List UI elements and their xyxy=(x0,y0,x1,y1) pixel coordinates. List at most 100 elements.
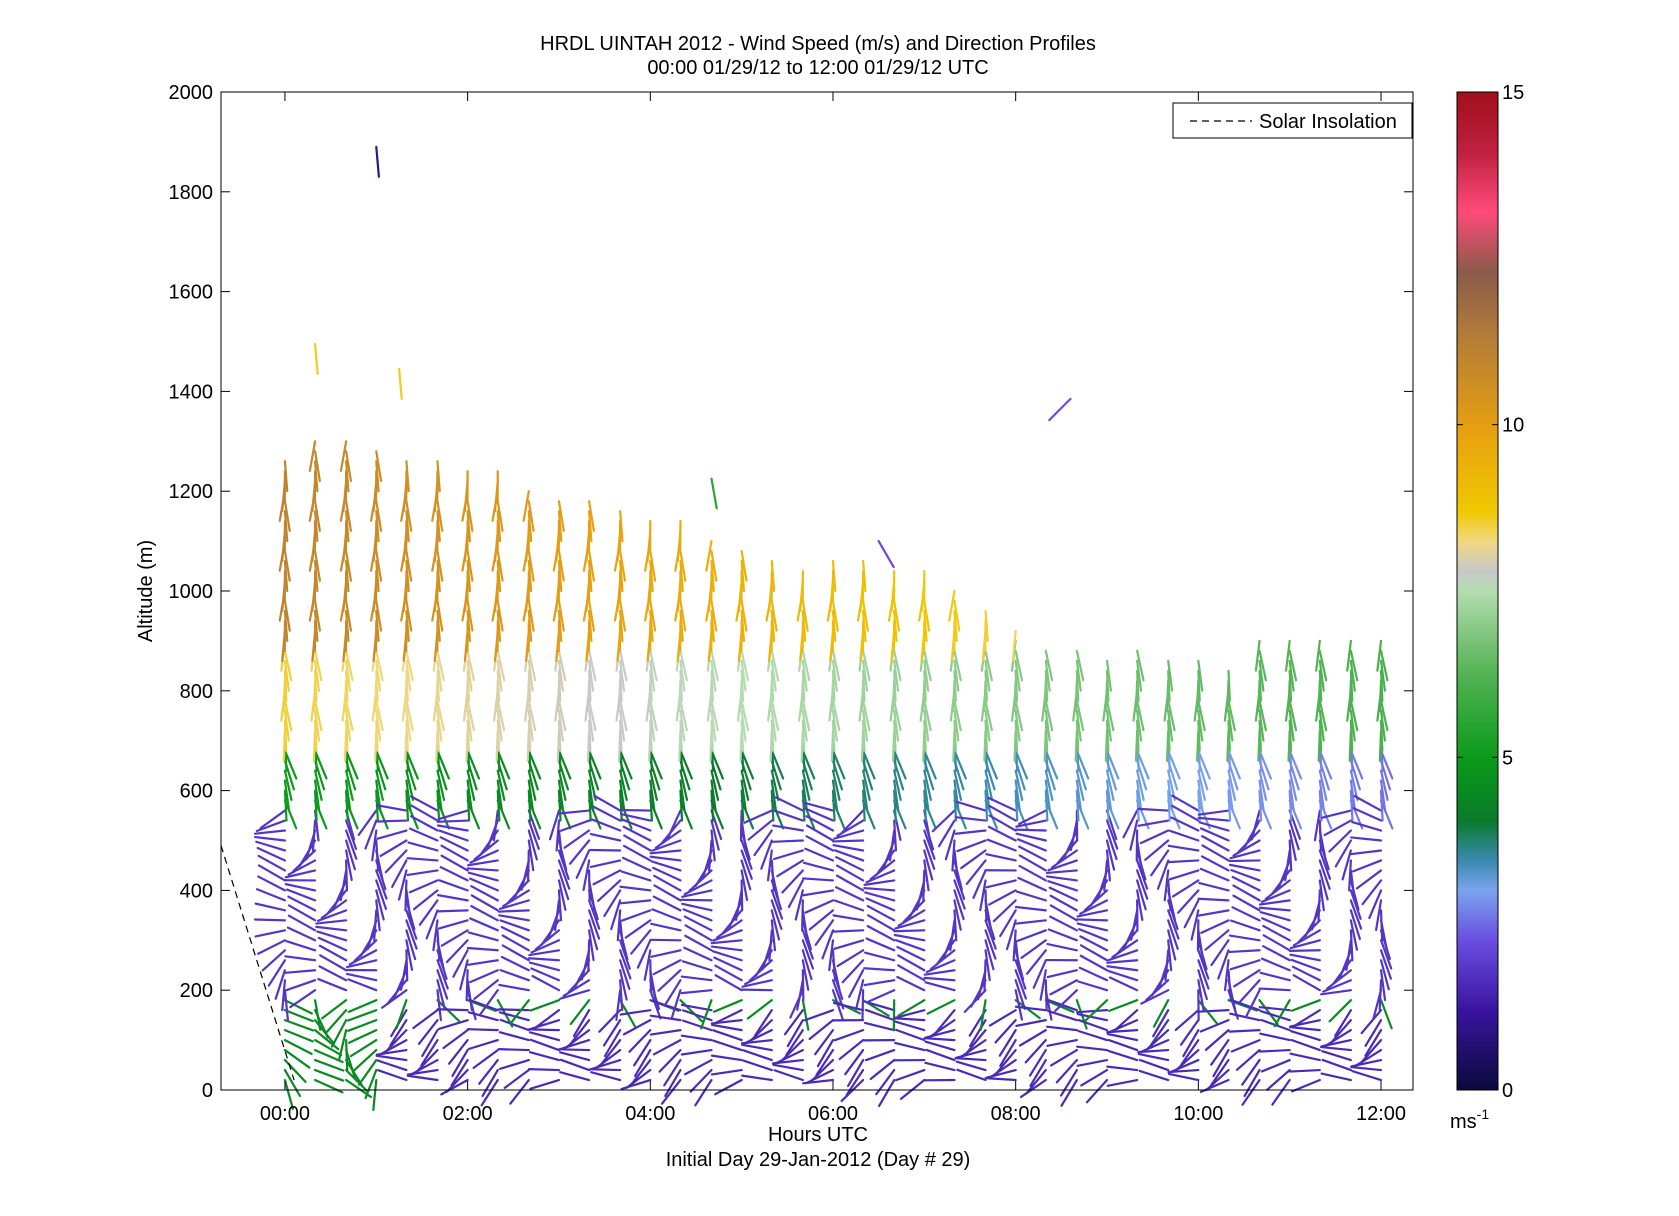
wind-vector xyxy=(527,699,537,732)
wind-vector xyxy=(679,659,686,692)
wind-vector xyxy=(1014,659,1021,692)
wind-vector xyxy=(1379,959,1390,991)
wind-vector xyxy=(1139,829,1170,845)
wind-vector xyxy=(1079,944,1109,962)
wind-vector xyxy=(1349,669,1354,702)
wind-vector xyxy=(1105,819,1119,850)
wind-vector xyxy=(985,879,1017,889)
wind-vector xyxy=(649,989,662,1020)
wind-vector xyxy=(1044,979,1048,1012)
wind-vector xyxy=(345,450,353,482)
wind-vector xyxy=(1014,769,1024,802)
wind-vector xyxy=(1044,659,1051,692)
wind-vector xyxy=(1197,959,1210,990)
wind-vector xyxy=(1375,899,1383,932)
wind-vector xyxy=(438,829,469,842)
wind-vector xyxy=(469,877,499,892)
wind-vector xyxy=(410,1058,439,1076)
wind-vector xyxy=(405,709,412,742)
wind-vector xyxy=(283,1019,315,1032)
wind-vector xyxy=(600,1038,622,1065)
wind-vector xyxy=(1328,999,1352,1023)
wind-vector xyxy=(743,809,773,824)
wind-vector xyxy=(652,895,682,912)
wind-vector xyxy=(439,836,469,852)
wind-vector xyxy=(740,789,745,822)
wind-vector xyxy=(1368,889,1383,920)
wind-vector xyxy=(953,749,967,780)
x-axis-sublabel: Initial Day 29-Jan-2012 (Day # 29) xyxy=(666,1149,971,1171)
wind-vector xyxy=(831,669,836,702)
wind-vector xyxy=(347,999,378,1013)
wind-vector xyxy=(255,840,287,852)
wind-vector xyxy=(1378,979,1383,1012)
wind-vector xyxy=(953,699,962,732)
wind-vector xyxy=(1351,1070,1383,1082)
x-tick-label: 10:00 xyxy=(1173,1103,1223,1125)
x-tick-label: 12:00 xyxy=(1356,1103,1406,1125)
wind-vector xyxy=(379,839,408,857)
wind-vector xyxy=(831,659,838,692)
wind-vector xyxy=(1324,1029,1352,1048)
wind-vector xyxy=(953,719,957,752)
wind-vector xyxy=(1075,649,1085,682)
wind-vector xyxy=(924,1040,956,1052)
wind-vector xyxy=(592,805,622,822)
wind-vector xyxy=(257,875,287,892)
wind-vector xyxy=(953,779,960,812)
wind-vector xyxy=(588,599,596,632)
colorbar-unit-base: ms xyxy=(1450,1111,1477,1133)
wind-vector xyxy=(1379,699,1389,732)
wind-vector xyxy=(466,699,476,732)
wind-vector xyxy=(1075,918,1109,922)
wind-vector xyxy=(436,819,469,823)
wind-vector xyxy=(1258,1048,1291,1053)
wind-vector xyxy=(923,659,930,692)
wind-vector xyxy=(256,846,287,862)
wind-vector xyxy=(283,500,291,532)
wind-vector xyxy=(1106,1078,1139,1087)
wind-vector xyxy=(530,939,561,954)
wind-vector xyxy=(893,709,900,742)
wind-vector xyxy=(533,1009,561,1030)
wind-vector xyxy=(680,1003,713,1012)
wind-vector xyxy=(624,919,652,939)
wind-vector xyxy=(557,779,565,812)
wind-vector xyxy=(694,1078,713,1107)
wind-vector xyxy=(1044,799,1059,830)
wind-vector xyxy=(1167,769,1176,802)
wind-vector xyxy=(496,559,502,593)
wind-vector xyxy=(865,897,896,912)
wind-vector xyxy=(710,649,719,682)
wind-vector xyxy=(1353,795,1383,812)
wind-vector xyxy=(436,669,440,702)
wind-vector xyxy=(318,965,348,982)
wind-vector xyxy=(959,1038,987,1059)
wind-vector xyxy=(740,609,746,642)
wind-vector xyxy=(559,1058,591,1072)
wind-vector xyxy=(1318,749,1333,780)
wind-vector xyxy=(436,709,443,742)
wind-vector xyxy=(999,1038,1017,1067)
wind-vector xyxy=(984,699,993,732)
wind-vector xyxy=(619,969,628,1001)
wind-vector xyxy=(1228,1029,1261,1033)
wind-vector xyxy=(1232,894,1261,912)
wind-vector xyxy=(281,979,287,1012)
wind-vector xyxy=(1291,965,1321,982)
wind-vector xyxy=(330,1019,348,1048)
wind-vector xyxy=(313,659,321,692)
wind-vector xyxy=(1284,639,1291,672)
wind-vector xyxy=(412,1009,439,1030)
wind-vector xyxy=(1244,989,1261,1019)
wind-vector xyxy=(710,1054,743,1062)
wind-vector xyxy=(864,1008,896,1022)
wind-vector xyxy=(311,819,317,852)
wind-vector xyxy=(923,649,932,682)
wind-vector xyxy=(893,769,902,802)
wind-vector xyxy=(688,869,713,892)
wind-vector xyxy=(283,669,288,702)
wind-vector xyxy=(1167,859,1200,864)
wind-vector xyxy=(1259,971,1291,982)
wind-vector xyxy=(995,1048,1017,1075)
